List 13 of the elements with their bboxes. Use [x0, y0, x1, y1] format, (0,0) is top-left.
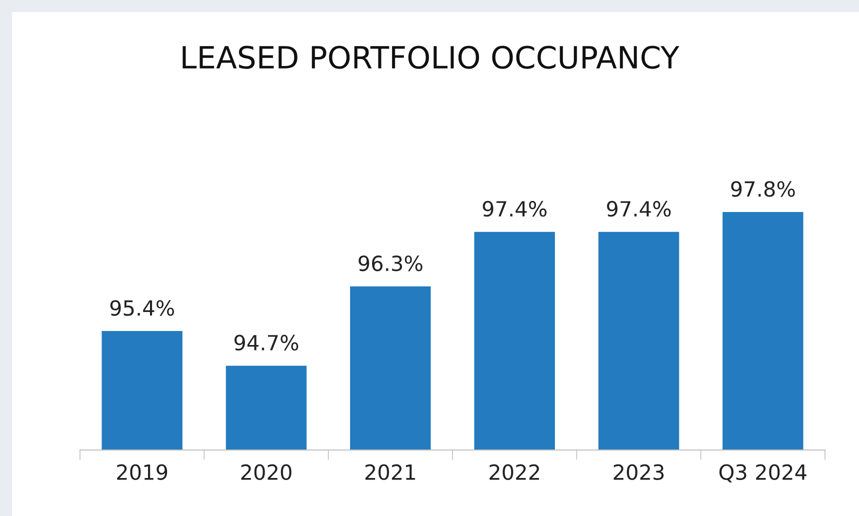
data-label: 95.4% [110, 300, 174, 316]
x-tick-label: Q3 2024 [719, 464, 806, 482]
x-tick-label: 2021 [365, 464, 415, 480]
data-label: 97.4% [606, 200, 671, 217]
x-tick-label: 2019 [117, 464, 168, 480]
x-tick-label: 2020 [241, 464, 292, 480]
data-label: 97.4% [482, 200, 547, 217]
data-label: 96.3% [358, 255, 422, 272]
data-label: 94.7% [234, 334, 298, 351]
x-tick-label: 2023 [614, 464, 664, 480]
x-tick-label: 2022 [490, 464, 540, 480]
data-label: 97.8% [731, 181, 795, 197]
chart-title: LEASED PORTFOLIO OCCUPANCY [182, 46, 680, 69]
